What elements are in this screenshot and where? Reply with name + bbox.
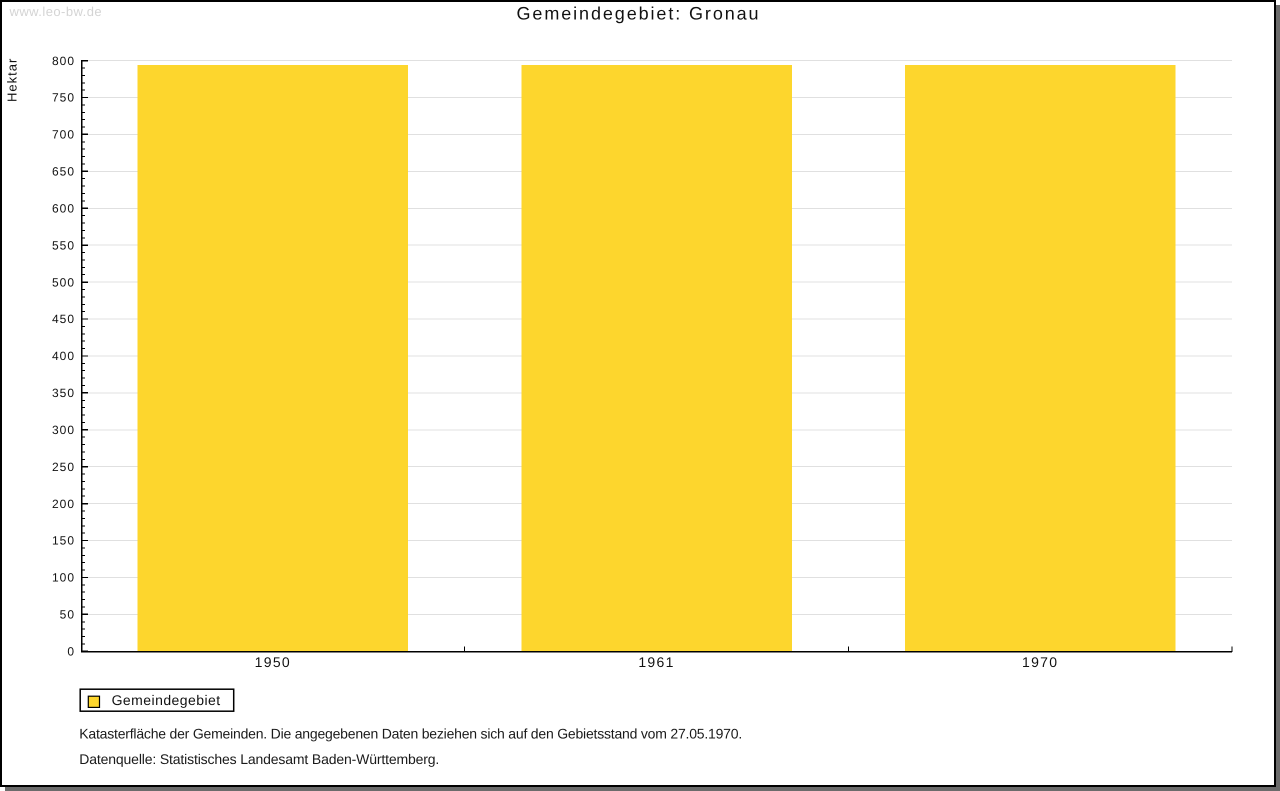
svg-text:400: 400 xyxy=(52,349,75,363)
svg-text:Katasterfläche der Gemeinden.: Katasterfläche der Gemeinden. Die angege… xyxy=(79,725,742,741)
svg-text:800: 800 xyxy=(52,54,75,68)
svg-text:150: 150 xyxy=(52,534,75,548)
svg-text:500: 500 xyxy=(52,275,75,289)
svg-text:250: 250 xyxy=(52,460,75,474)
svg-text:200: 200 xyxy=(52,497,75,511)
svg-text:100: 100 xyxy=(52,571,75,585)
svg-text:1961: 1961 xyxy=(638,654,674,670)
svg-text:Gemeindegebiet: Gronau: Gemeindegebiet: Gronau xyxy=(517,4,761,24)
svg-text:Gemeindegebiet: Gemeindegebiet xyxy=(112,692,221,708)
svg-text:1970: 1970 xyxy=(1022,654,1058,670)
svg-text:Datenquelle: Statistisches Lan: Datenquelle: Statistisches Landesamt Bad… xyxy=(79,751,439,767)
svg-text:350: 350 xyxy=(52,386,75,400)
svg-text:650: 650 xyxy=(52,165,75,179)
svg-text:Hektar: Hektar xyxy=(4,58,19,102)
svg-text:www.leo-bw.de: www.leo-bw.de xyxy=(9,4,103,19)
svg-text:1950: 1950 xyxy=(255,654,291,670)
svg-text:600: 600 xyxy=(52,201,75,215)
svg-text:0: 0 xyxy=(67,645,75,659)
svg-text:550: 550 xyxy=(52,238,75,252)
svg-text:450: 450 xyxy=(52,312,75,326)
svg-text:750: 750 xyxy=(52,91,75,105)
svg-text:300: 300 xyxy=(52,423,75,437)
svg-text:50: 50 xyxy=(60,608,75,622)
svg-text:700: 700 xyxy=(52,128,75,142)
